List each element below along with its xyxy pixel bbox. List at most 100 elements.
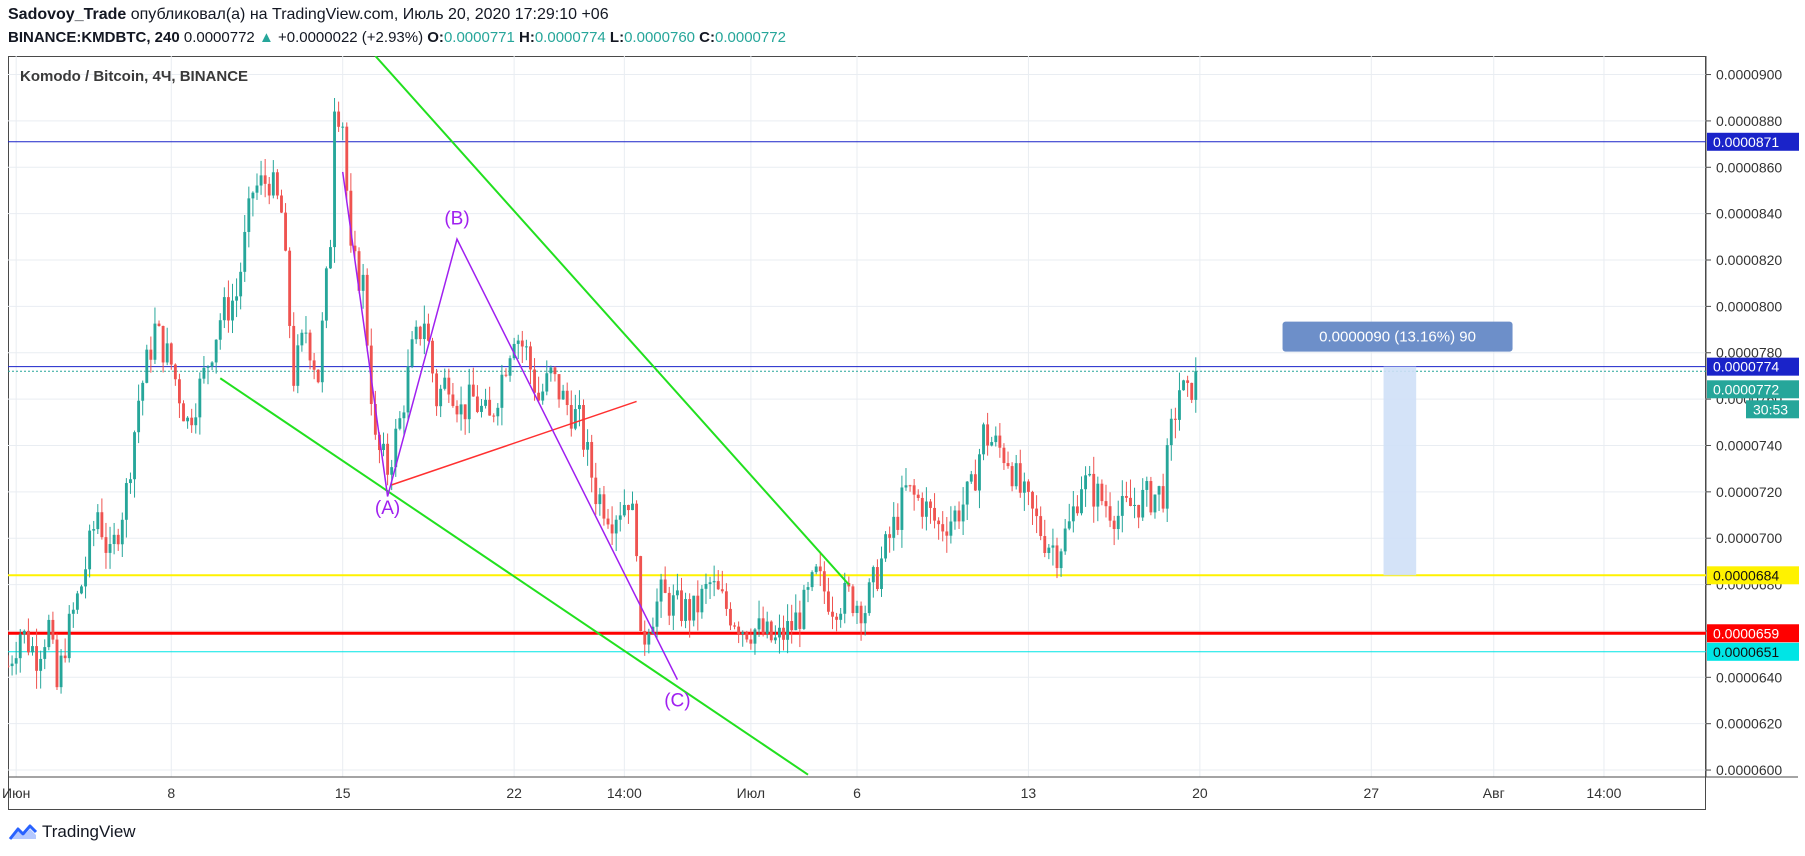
candle-body <box>1043 536 1047 554</box>
candle-body <box>480 405 483 412</box>
candle-body <box>912 485 916 495</box>
candle-body <box>724 591 728 609</box>
candle-body <box>594 477 598 505</box>
candle-body <box>149 349 153 360</box>
candle-body <box>716 581 720 590</box>
candle-body <box>1071 506 1075 522</box>
candle-body <box>418 326 422 340</box>
candle-body <box>659 579 663 602</box>
candle-body <box>1059 551 1063 569</box>
channel-line[interactable] <box>219 377 809 776</box>
measure-box[interactable] <box>1383 366 1417 576</box>
x-tick-label: 20 <box>1192 785 1208 801</box>
candle-body <box>508 358 512 376</box>
candle-body <box>965 481 969 505</box>
candle-body <box>1169 418 1173 446</box>
candle-body <box>210 362 214 367</box>
candle-body <box>251 192 255 199</box>
candle-body <box>565 390 569 406</box>
candle-body <box>798 612 802 629</box>
candle-body <box>496 407 500 417</box>
candle-body <box>916 494 920 498</box>
candle-body <box>810 572 814 588</box>
candle-body <box>431 340 434 374</box>
price-axis-tag-text: 0.0000684 <box>1713 567 1779 583</box>
candle-body <box>908 485 912 487</box>
candle-body <box>104 537 108 553</box>
chart-title: Komodo / Bitcoin, 4Ч, BINANCE <box>20 68 249 85</box>
candle-body <box>267 183 271 196</box>
candle-body <box>1092 473 1096 507</box>
close-label: C: <box>699 29 715 46</box>
high-value: 0.0000774 <box>534 29 606 46</box>
candle-body <box>639 556 643 631</box>
candle-body <box>161 325 165 363</box>
brand-name: TradingView <box>42 822 136 841</box>
candle-body <box>178 379 181 404</box>
candle-body <box>1027 481 1030 492</box>
candle-body <box>80 586 83 594</box>
trend-line[interactable] <box>391 400 637 486</box>
candle-body <box>382 443 385 451</box>
open-value: 0.0000771 <box>443 29 515 46</box>
candle-body <box>512 343 516 359</box>
x-tick-label: 15 <box>335 785 351 801</box>
candle-body <box>226 297 230 321</box>
candle-body <box>292 325 296 386</box>
y-tick-label: 0.0000720 <box>1716 484 1782 500</box>
price-axis-tag-text: 0.0000774 <box>1713 359 1779 375</box>
close-value: 0.0000772 <box>715 29 786 46</box>
footer-brand[interactable]: TradingView <box>8 822 136 842</box>
open-label: O: <box>427 29 444 46</box>
candle-body <box>949 521 953 536</box>
candle-body <box>67 613 71 659</box>
candle-body <box>422 323 426 340</box>
candle-body <box>647 633 651 645</box>
candle-body <box>280 195 283 213</box>
candle-body <box>1129 497 1132 506</box>
y-tick-label: 0.0000700 <box>1716 530 1782 546</box>
candle-body <box>59 655 63 688</box>
price-chart[interactable]: 0.00006000.00006200.00006400.00006600.00… <box>0 0 1805 820</box>
candle-body <box>790 621 794 631</box>
candle-body <box>814 566 818 573</box>
price-axis-tag <box>1707 624 1799 643</box>
candle-body <box>904 485 908 488</box>
candle-body <box>737 626 741 635</box>
candle-body <box>35 646 39 671</box>
candle-body <box>92 529 96 531</box>
candle-body <box>500 374 504 408</box>
candle-body <box>337 111 341 127</box>
candle-body <box>365 274 369 346</box>
candle-body <box>704 583 708 589</box>
candle-body <box>802 589 806 629</box>
candle-body <box>606 518 610 525</box>
candle-body <box>782 627 785 640</box>
candle-body <box>1002 447 1006 464</box>
candle-body <box>586 442 590 450</box>
candle-body <box>198 378 202 418</box>
candle-body <box>300 332 304 346</box>
author-name[interactable]: Sadovoy_Trade <box>8 6 127 23</box>
candle-body <box>137 400 141 433</box>
candle-body <box>1145 481 1149 490</box>
candle-body <box>1055 545 1059 569</box>
candle-body <box>133 432 136 480</box>
wave-path[interactable] <box>341 171 679 680</box>
candle-body <box>284 212 287 251</box>
candle-body <box>324 268 328 321</box>
channel-line[interactable] <box>374 56 850 586</box>
y-tick-label: 0.0000900 <box>1716 67 1782 83</box>
candle-body <box>969 474 973 482</box>
candle-body <box>173 364 177 380</box>
candle-body <box>929 501 932 508</box>
candle-body <box>1141 489 1145 518</box>
candle-body <box>896 516 900 530</box>
candle-body <box>484 399 487 406</box>
price-axis-tag <box>1707 380 1799 399</box>
candle-body <box>851 586 855 614</box>
candle-body <box>182 403 185 422</box>
candle-body <box>696 595 700 613</box>
x-tick-label: 6 <box>853 785 861 801</box>
candle-body <box>1100 483 1104 502</box>
